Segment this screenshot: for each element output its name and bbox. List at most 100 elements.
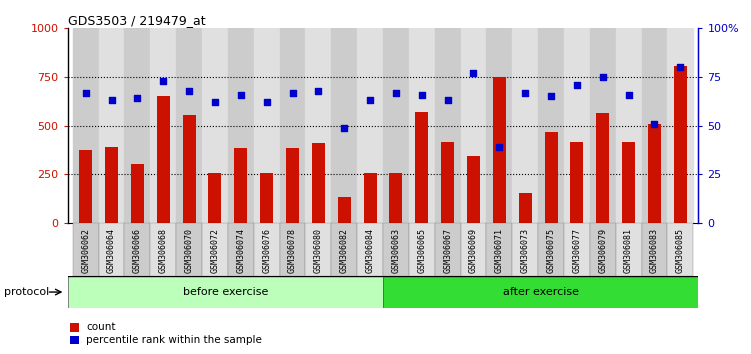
Bar	[228, 28, 254, 223]
Bar	[357, 28, 383, 223]
Point	[183, 88, 195, 93]
Text: GSM306065: GSM306065	[418, 228, 427, 273]
Bar	[616, 223, 641, 276]
Bar	[590, 223, 616, 276]
Bar	[641, 28, 668, 223]
Bar	[668, 28, 693, 223]
Point	[312, 88, 324, 93]
Bar	[150, 223, 176, 276]
Bar	[487, 28, 512, 223]
Bar	[641, 223, 668, 276]
Bar	[338, 197, 351, 223]
Bar	[254, 28, 279, 223]
Point	[442, 97, 454, 103]
Point	[597, 74, 609, 80]
Bar	[73, 223, 98, 276]
Bar	[519, 193, 532, 223]
Bar	[409, 28, 435, 223]
Point	[287, 90, 299, 96]
Text: percentile rank within the sample: percentile rank within the sample	[86, 335, 262, 345]
Bar	[590, 28, 616, 223]
Bar	[68, 276, 383, 308]
Bar	[312, 143, 325, 223]
Bar	[228, 223, 254, 276]
Bar	[73, 28, 98, 223]
Bar	[234, 148, 247, 223]
Bar	[209, 173, 222, 223]
Bar	[435, 223, 460, 276]
Bar	[467, 156, 480, 223]
Bar	[98, 28, 125, 223]
Bar	[564, 223, 590, 276]
Text: GSM306063: GSM306063	[391, 228, 400, 273]
Bar	[487, 223, 512, 276]
Point	[157, 78, 169, 84]
Bar	[286, 148, 299, 223]
Text: count: count	[86, 322, 116, 332]
Point	[390, 90, 402, 96]
Bar	[79, 150, 92, 223]
Text: GSM306077: GSM306077	[572, 228, 581, 273]
Bar	[176, 28, 202, 223]
Point	[209, 99, 221, 105]
Bar	[564, 28, 590, 223]
Point	[493, 144, 505, 150]
Text: GDS3503 / 219479_at: GDS3503 / 219479_at	[68, 14, 205, 27]
Text: GSM306071: GSM306071	[495, 228, 504, 273]
Bar	[538, 223, 564, 276]
Bar	[460, 223, 487, 276]
Bar	[98, 223, 125, 276]
Bar	[544, 132, 557, 223]
Text: GSM306074: GSM306074	[237, 228, 246, 273]
Bar	[383, 28, 409, 223]
Bar	[383, 223, 409, 276]
Bar	[182, 115, 195, 223]
Bar	[331, 223, 357, 276]
Bar	[674, 66, 687, 223]
Bar	[331, 28, 357, 223]
Bar	[260, 173, 273, 223]
Text: GSM306081: GSM306081	[624, 228, 633, 273]
Text: GSM306080: GSM306080	[314, 228, 323, 273]
Point	[80, 90, 92, 96]
Bar	[668, 223, 693, 276]
Point	[467, 70, 479, 76]
Bar	[202, 223, 228, 276]
Text: GSM306079: GSM306079	[599, 228, 608, 273]
Text: after exercise: after exercise	[502, 287, 579, 297]
Text: GSM306082: GSM306082	[339, 228, 348, 273]
Bar	[125, 223, 150, 276]
Bar	[441, 142, 454, 223]
Text: GSM306073: GSM306073	[520, 228, 529, 273]
Bar	[150, 28, 176, 223]
Bar	[493, 77, 506, 223]
Text: GSM306067: GSM306067	[443, 228, 452, 273]
Bar	[596, 113, 609, 223]
Point	[235, 92, 247, 97]
Bar	[176, 223, 202, 276]
Text: GSM306085: GSM306085	[676, 228, 685, 273]
Text: GSM306075: GSM306075	[547, 228, 556, 273]
Bar	[363, 173, 376, 223]
Text: GSM306072: GSM306072	[210, 228, 219, 273]
Bar	[409, 223, 435, 276]
Text: GSM306084: GSM306084	[366, 228, 375, 273]
Text: GSM306076: GSM306076	[262, 228, 271, 273]
Bar	[306, 223, 331, 276]
Point	[416, 92, 428, 97]
Point	[106, 97, 118, 103]
Bar	[157, 97, 170, 223]
Point	[545, 93, 557, 99]
Bar	[279, 223, 306, 276]
Bar	[616, 28, 641, 223]
Bar	[538, 28, 564, 223]
Bar	[512, 28, 538, 223]
Bar	[306, 28, 331, 223]
Bar	[648, 124, 661, 223]
Text: GSM306062: GSM306062	[81, 228, 90, 273]
Bar	[512, 223, 538, 276]
Point	[131, 96, 143, 101]
Text: GSM306064: GSM306064	[107, 228, 116, 273]
Text: GSM306078: GSM306078	[288, 228, 297, 273]
Text: GSM306070: GSM306070	[185, 228, 194, 273]
